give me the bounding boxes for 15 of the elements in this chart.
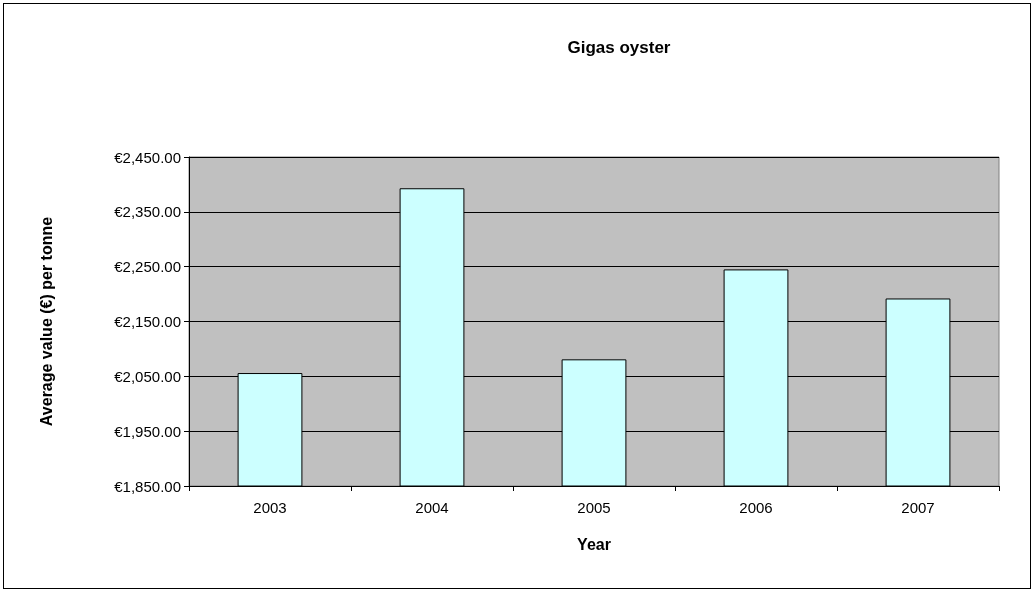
x-tick-label: 2005 — [577, 499, 611, 516]
x-axis-title: Year — [577, 535, 611, 553]
chart-title: Gigas oyster — [567, 38, 671, 57]
y-axis-title: Average value (€) per tonne — [37, 216, 55, 427]
y-tick-label: €1,950.00 — [114, 422, 181, 440]
y-tick-label: €2,350.00 — [114, 203, 181, 221]
y-tick-label: €2,250.00 — [114, 258, 181, 276]
x-tick-label: 2004 — [415, 499, 449, 516]
x-tick-label: 2006 — [739, 499, 773, 516]
x-tick-label: 2007 — [901, 499, 935, 516]
y-tick-label: €2,150.00 — [114, 313, 181, 330]
y-tick-label: €2,450.00 — [114, 148, 181, 166]
y-tick-label: €2,050.00 — [114, 367, 181, 385]
y-tick-label: €1,850.00 — [114, 477, 181, 495]
x-tick-label: 2003 — [253, 499, 287, 516]
